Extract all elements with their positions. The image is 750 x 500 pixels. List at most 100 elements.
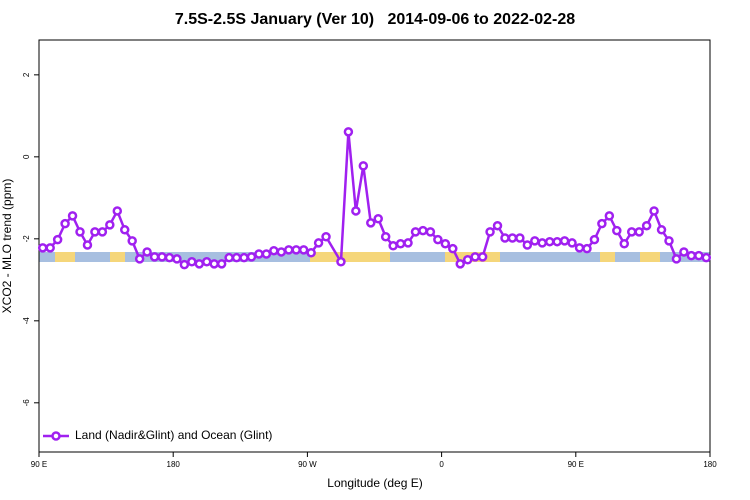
point <box>224 252 234 263</box>
point <box>142 247 152 257</box>
point <box>194 259 205 269</box>
point <box>37 243 48 253</box>
point <box>97 227 108 237</box>
legend-marker <box>51 431 61 441</box>
point <box>157 252 167 262</box>
point <box>172 254 182 264</box>
point <box>425 227 436 237</box>
point <box>321 232 331 242</box>
point <box>492 220 503 231</box>
point <box>119 225 130 235</box>
point <box>254 249 264 259</box>
point <box>105 220 115 230</box>
point <box>276 247 287 257</box>
point <box>597 218 607 229</box>
point <box>649 206 659 216</box>
point <box>134 254 145 264</box>
point <box>231 252 242 263</box>
point <box>60 218 70 229</box>
point <box>164 252 175 263</box>
point <box>410 227 421 237</box>
point <box>291 245 301 255</box>
point <box>82 240 93 250</box>
point <box>604 211 615 221</box>
point <box>403 238 413 248</box>
point <box>306 248 316 258</box>
series-line <box>42 131 707 267</box>
legend-label: Land (Nadir&Glint) and Ocean (Glint) <box>75 428 272 442</box>
point <box>679 247 689 257</box>
point <box>567 238 577 248</box>
point <box>209 259 219 269</box>
point <box>269 245 279 256</box>
point <box>261 249 272 259</box>
point <box>313 238 324 248</box>
point <box>544 236 555 247</box>
point <box>470 252 480 262</box>
point <box>418 225 428 236</box>
point <box>634 227 644 237</box>
point <box>701 252 712 263</box>
point <box>179 259 190 270</box>
x-tick-label: 90 W <box>298 460 317 469</box>
y-axis-label: XCO2 - MLO trend (ppm) <box>0 179 14 314</box>
y-tick-label: 2 <box>22 72 31 77</box>
point <box>358 161 369 171</box>
point <box>641 220 652 231</box>
point <box>380 232 391 242</box>
point <box>448 243 458 254</box>
point <box>90 227 100 237</box>
point <box>656 225 667 235</box>
point <box>366 218 376 228</box>
x-tick-label: 90 E <box>31 460 47 469</box>
point <box>351 206 361 216</box>
point <box>507 233 518 243</box>
point <box>559 236 570 246</box>
point <box>67 211 78 221</box>
x-tick-label: 0 <box>439 460 444 469</box>
point <box>440 238 451 249</box>
point <box>477 252 488 262</box>
y-tick-label: 0 <box>22 154 31 159</box>
point <box>112 206 123 216</box>
point <box>336 257 346 267</box>
x-tick-label: 180 <box>167 460 181 469</box>
point <box>202 257 212 267</box>
point <box>582 243 592 254</box>
y-tick-label: -4 <box>22 317 31 325</box>
point <box>537 238 547 248</box>
point <box>284 245 294 255</box>
point <box>343 127 354 137</box>
point <box>462 254 473 265</box>
point <box>485 227 495 237</box>
x-tick-label: 180 <box>703 460 717 469</box>
point <box>127 236 137 246</box>
point <box>373 213 383 224</box>
point <box>522 240 533 250</box>
point <box>455 259 465 269</box>
point <box>298 245 309 255</box>
point <box>216 259 227 269</box>
point <box>515 233 525 243</box>
point <box>388 241 398 251</box>
y-tick-label: -2 <box>22 235 31 243</box>
point <box>626 227 637 237</box>
x-axis-label: Longitude (deg E) <box>327 476 422 490</box>
chart-title: 7.5S-2.5S January (Ver 10) 2014-09-06 to… <box>175 11 575 28</box>
point <box>664 236 674 246</box>
point <box>694 250 704 261</box>
point <box>52 234 63 245</box>
point <box>75 227 85 237</box>
point <box>395 238 406 249</box>
point <box>530 236 540 246</box>
y-tick-label: -6 <box>22 399 31 407</box>
x-tick-label: 90 E <box>568 460 584 469</box>
point <box>612 225 622 236</box>
point <box>671 254 682 264</box>
point <box>239 252 249 263</box>
point <box>686 250 697 261</box>
point <box>500 233 510 243</box>
point <box>187 257 197 267</box>
point <box>574 243 585 253</box>
